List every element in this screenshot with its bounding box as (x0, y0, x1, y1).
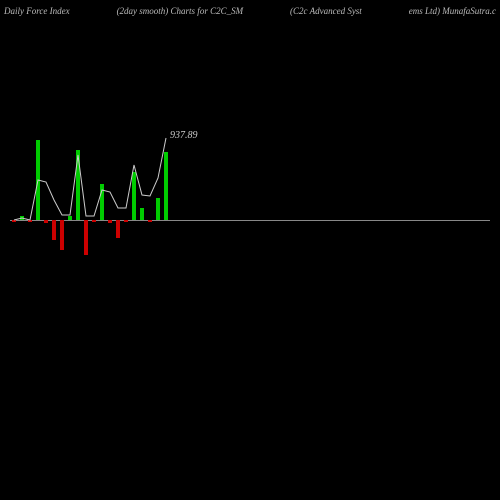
current-value-label: 937.89 (170, 130, 198, 141)
chart-header: Daily Force Index (2day smooth) Charts f… (0, 6, 500, 16)
header-mid2: (C2c Advanced Syst (290, 6, 362, 16)
smoothed-line (10, 30, 490, 470)
header-mid1: (2day smooth) Charts for C2C_SM (117, 6, 244, 16)
header-left: Daily Force Index (4, 6, 70, 16)
line-path (14, 138, 166, 220)
header-right: ems Ltd) MunafaSutra.c (409, 6, 496, 16)
force-index-chart: 937.89 (10, 30, 490, 470)
